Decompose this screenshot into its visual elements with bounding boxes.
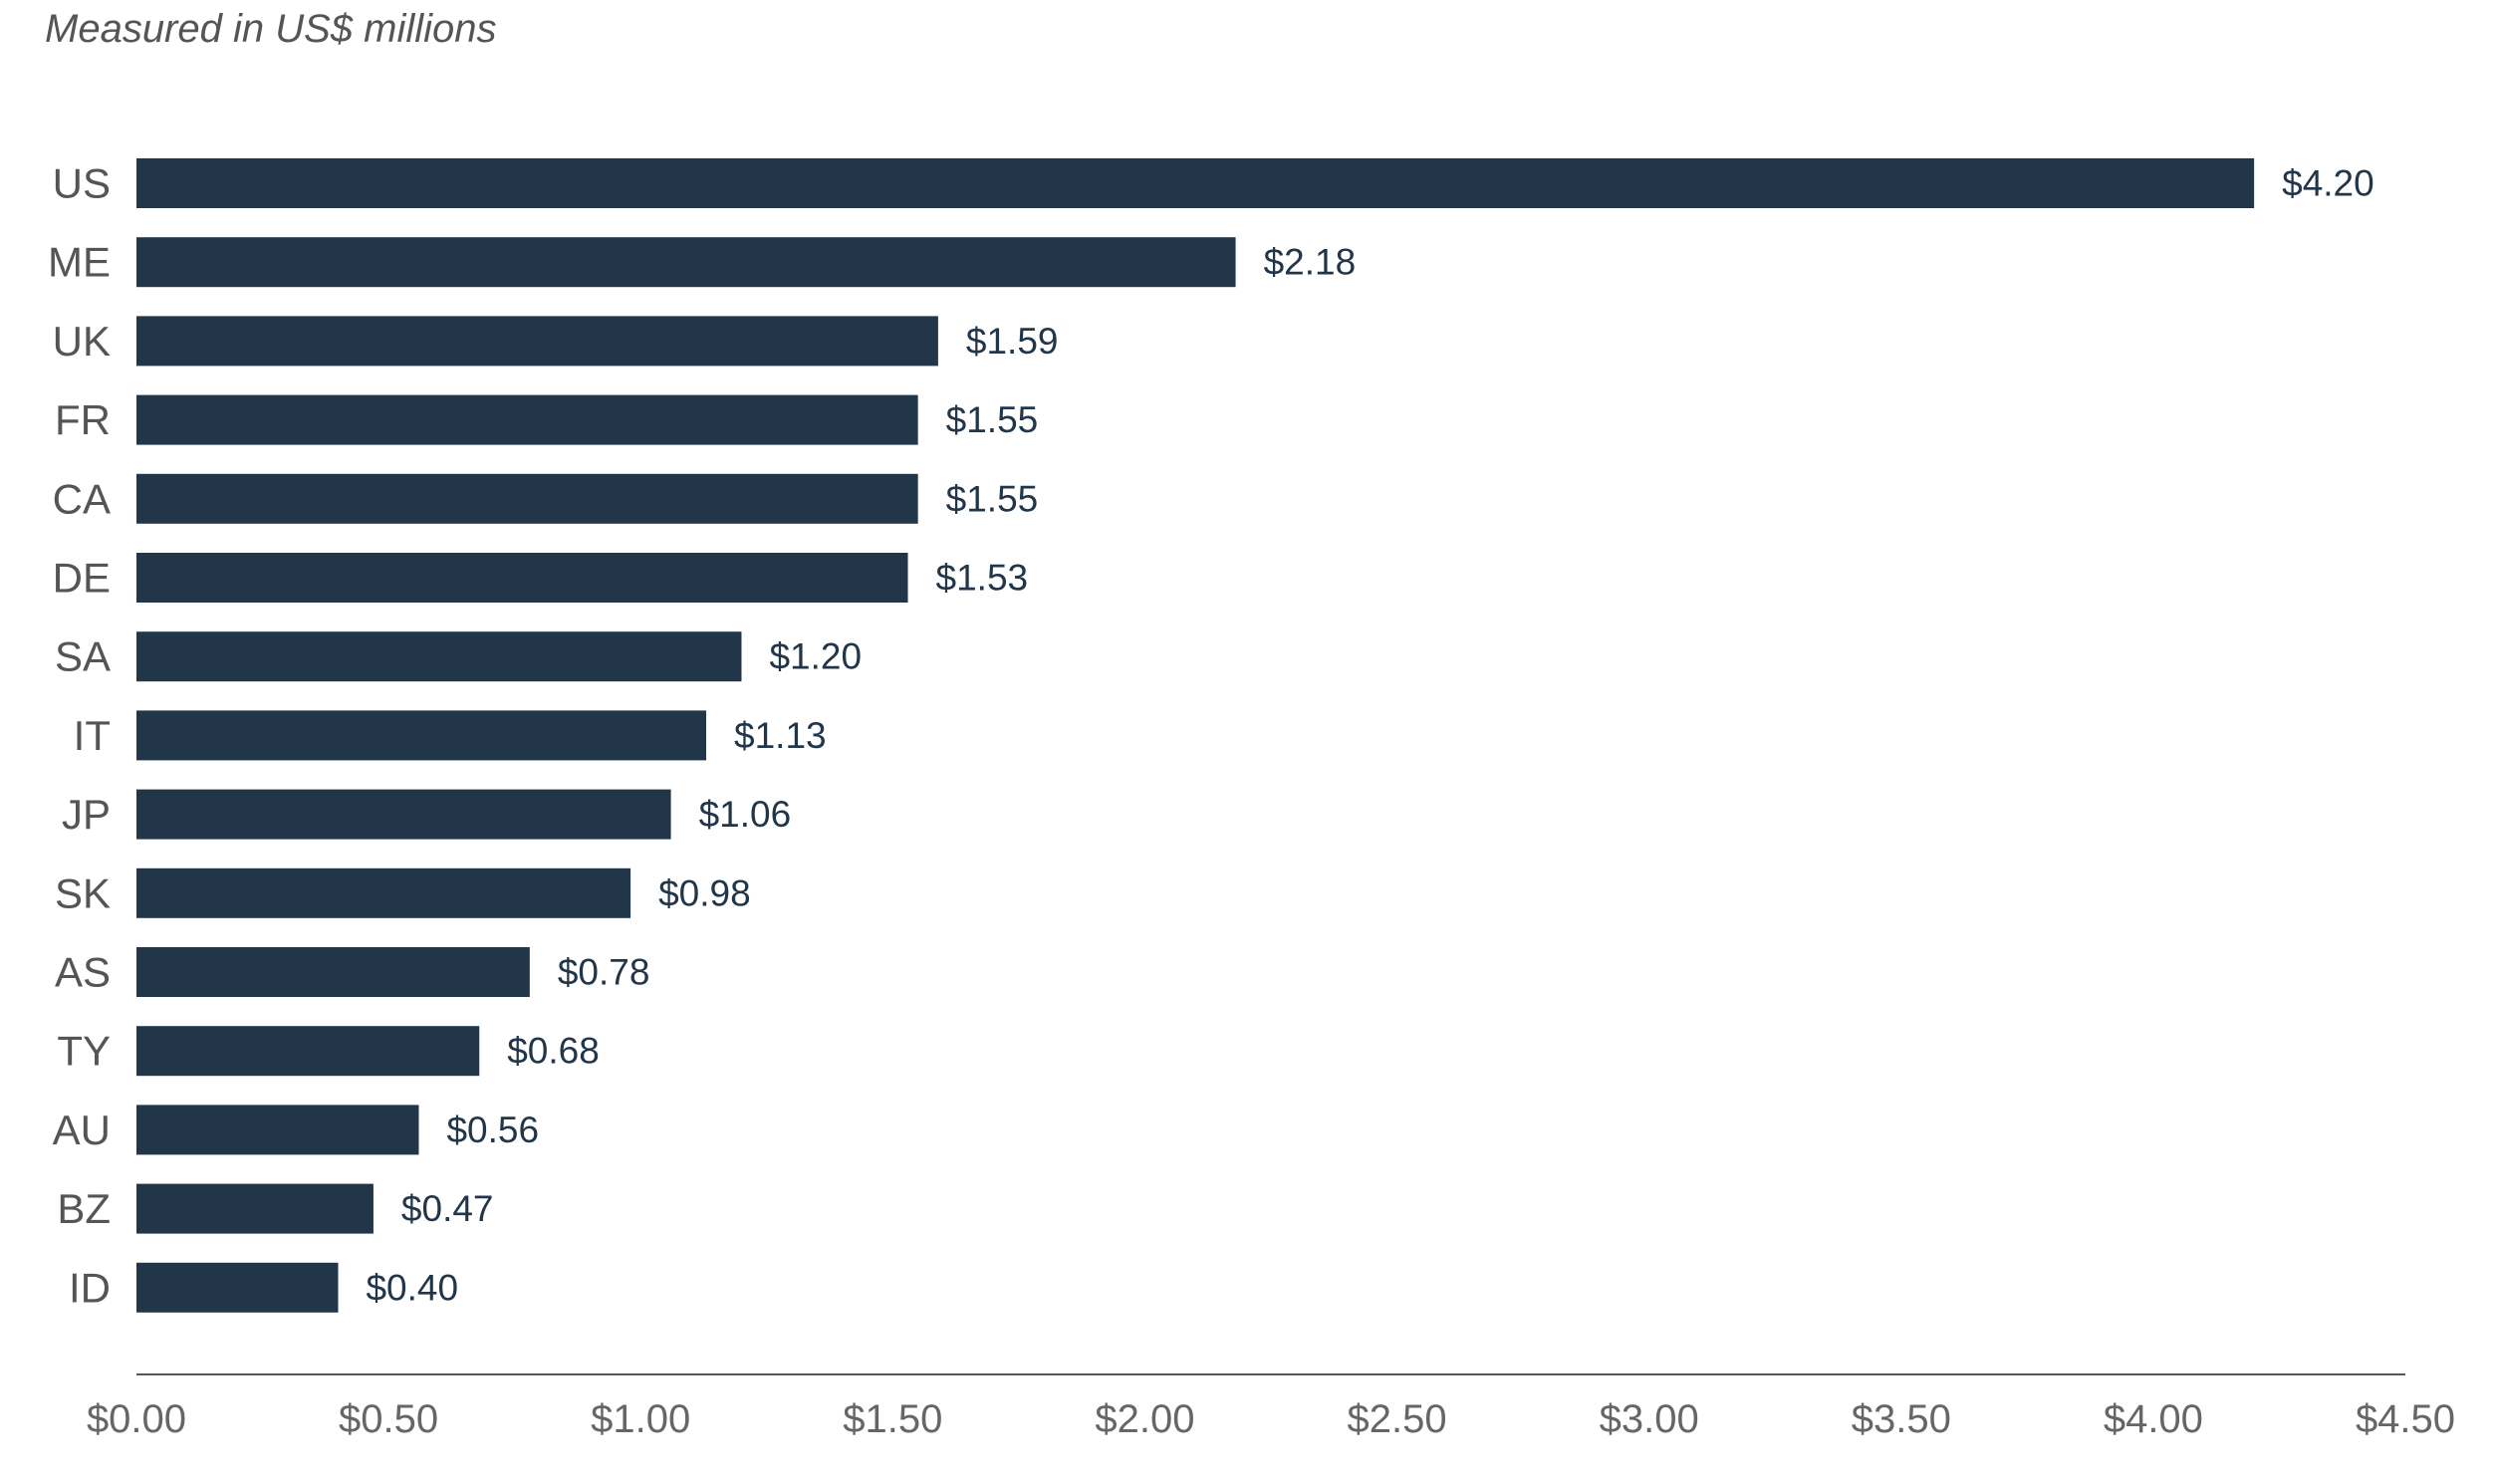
bar-jp (136, 789, 671, 840)
bar-us (136, 158, 2255, 208)
value-label-bz: $0.47 (401, 1188, 494, 1229)
x-tick-label: $1.00 (591, 1397, 690, 1441)
category-label-ty: TY (57, 1028, 111, 1075)
bar-sk (136, 867, 631, 918)
category-label-de: DE (53, 555, 111, 602)
value-label-ty: $0.68 (507, 1031, 600, 1072)
value-label-uk: $1.59 (966, 321, 1059, 362)
value-label-as: $0.78 (558, 952, 650, 993)
category-label-fr: FR (55, 396, 111, 443)
value-label-au: $0.56 (446, 1110, 539, 1150)
bar-bz (136, 1183, 374, 1234)
value-label-me: $2.18 (1264, 242, 1357, 283)
bar-as (136, 947, 530, 997)
value-label-fr: $1.55 (946, 399, 1039, 440)
category-label-sa: SA (55, 633, 111, 680)
value-label-ca: $1.55 (946, 478, 1039, 519)
chart-subtitle: Measured in US$ millions (45, 7, 497, 51)
bar-sa (136, 631, 742, 682)
category-label-sk: SK (55, 869, 111, 916)
value-labels: $4.20 $2.18 $1.59 $1.55 $1.55 $1.53 $1.20 $1.13… (366, 163, 2373, 1309)
bar-uk (136, 316, 938, 367)
x-tick-label: $0.50 (339, 1397, 438, 1441)
value-label-sk: $0.98 (658, 872, 751, 913)
bar-ca (136, 473, 918, 524)
category-label-bz: BZ (57, 1185, 111, 1232)
category-label-ca: CA (53, 475, 111, 522)
bars-group (136, 158, 2255, 1313)
value-label-us: $4.20 (2282, 163, 2374, 204)
bar-id (136, 1262, 339, 1313)
category-label-as: AS (55, 949, 111, 996)
x-tick-label: $3.50 (1852, 1397, 1951, 1441)
category-label-me: ME (48, 239, 111, 286)
bar-ty (136, 1026, 480, 1077)
x-tick-label: $3.00 (1600, 1397, 1699, 1441)
category-label-jp: JP (62, 791, 111, 838)
x-tick-label: $4.50 (2356, 1397, 2455, 1441)
category-label-us: US (53, 160, 111, 207)
bar-au (136, 1105, 419, 1155)
x-tick-label: $0.00 (87, 1397, 186, 1441)
x-tick-label: $2.00 (1095, 1397, 1194, 1441)
category-label-au: AU (53, 1107, 111, 1153)
x-tick-label: $2.50 (1348, 1397, 1447, 1441)
bar-fr (136, 394, 918, 445)
value-label-jp: $1.06 (699, 794, 792, 835)
value-label-de: $1.53 (936, 558, 1029, 599)
bar-de (136, 553, 908, 603)
x-tick-label: $1.50 (843, 1397, 942, 1441)
category-labels: US ME UK FR CA DE SA IT JP SK AS TY AU BZ ID (48, 160, 111, 1312)
bar-me (136, 237, 1236, 288)
value-label-sa: $1.20 (769, 636, 862, 677)
category-label-it: IT (74, 712, 111, 759)
category-label-uk: UK (53, 318, 111, 365)
x-tick-label: $4.00 (2104, 1397, 2203, 1441)
x-tick-labels: $0.00 $0.50 $1.00 $1.50 $2.00 $2.50 $3.00 $3.50… (87, 1397, 2455, 1441)
bar-it (136, 710, 707, 761)
value-label-it: $1.13 (734, 715, 827, 756)
category-label-id: ID (69, 1264, 111, 1311)
value-label-id: $0.40 (366, 1267, 458, 1308)
